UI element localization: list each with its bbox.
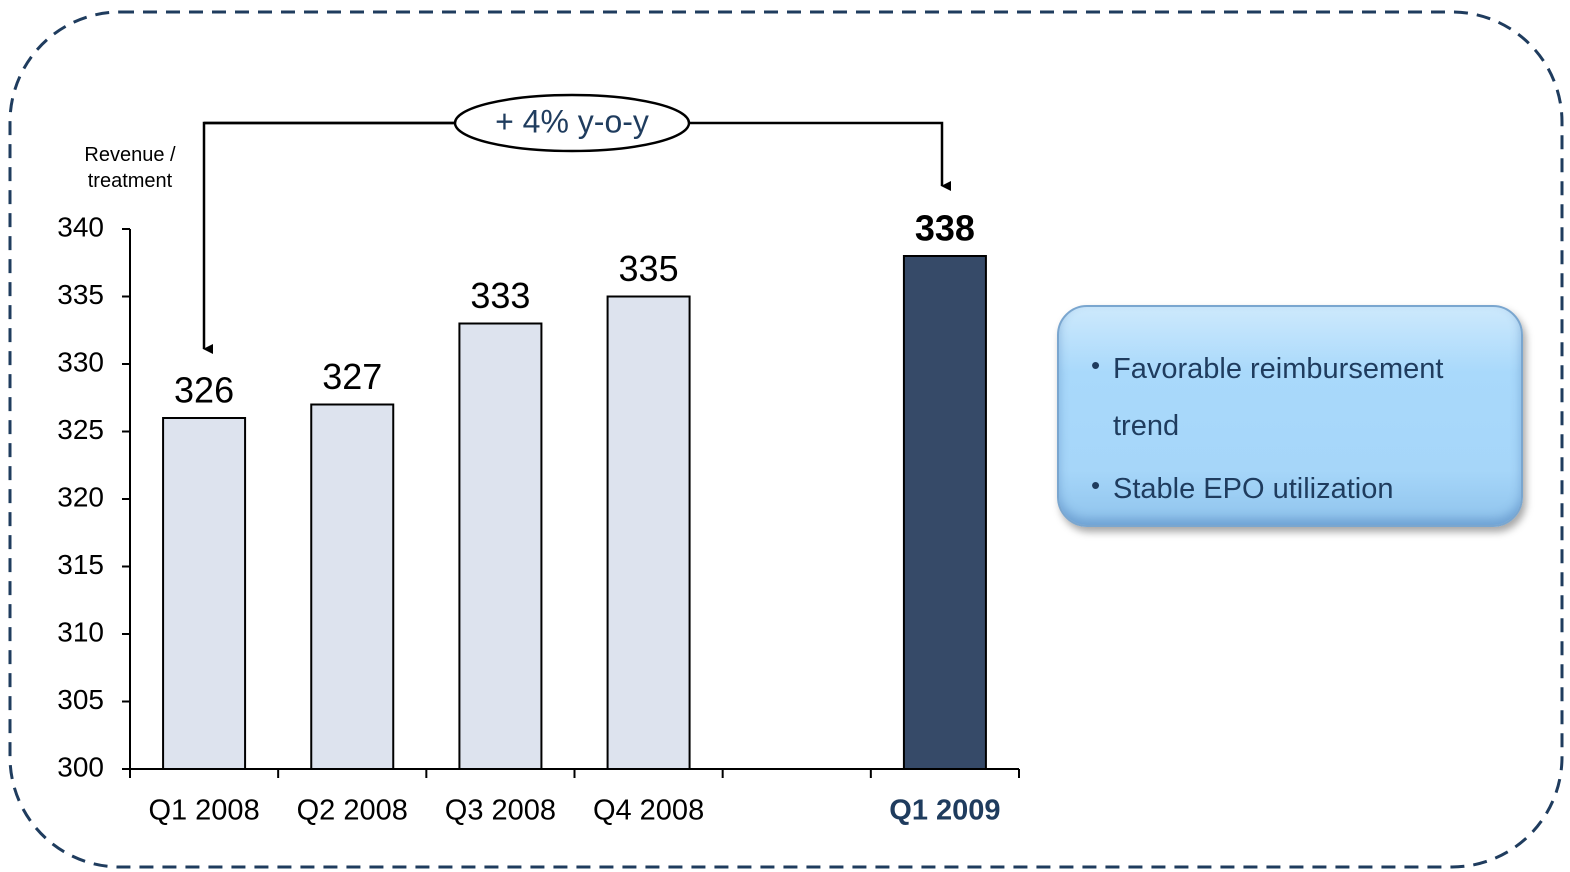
y-tick-label: 300	[57, 751, 104, 782]
y-tick-label: 305	[57, 684, 104, 715]
bar	[902, 255, 987, 770]
value-label: 327	[322, 356, 382, 397]
bullet-text: Favorable reimbursement trend	[1113, 353, 1444, 442]
y-tick-label: 310	[57, 616, 104, 647]
value-label: 338	[915, 208, 975, 249]
y-tick-label: 315	[57, 549, 104, 580]
y-tick-label: 320	[57, 481, 104, 512]
y-tick-label: 335	[57, 279, 104, 310]
annotation-ellipse	[453, 93, 691, 153]
x-tick-label: Q1 2008	[148, 795, 259, 827]
x-tick-label: Q2 2008	[297, 795, 408, 827]
y-axis-label: Revenue / treatment	[84, 144, 176, 192]
bullet: Favorable reimbursement trend	[1091, 337, 1501, 455]
annotation: + 4% y-o-y	[495, 103, 649, 139]
y-tick-label: 330	[57, 346, 104, 377]
value-label: 335	[619, 248, 679, 289]
y-tick-label: 325	[57, 414, 104, 445]
callout-box: Favorable reimbursement trend Stable EPO…	[1057, 305, 1523, 527]
growth-arrow-left	[202, 121, 455, 354]
bar	[458, 322, 543, 770]
value-label: 326	[174, 370, 234, 411]
bullet-list: Favorable reimbursement trend Stable EPO…	[1091, 337, 1501, 518]
bullet: Stable EPO utilization	[1091, 457, 1501, 518]
value-label: 333	[470, 275, 530, 316]
bar	[606, 295, 691, 770]
y-tick-label: 340	[57, 211, 104, 242]
bar	[310, 403, 395, 770]
bullet-text: Stable EPO utilization	[1113, 473, 1394, 505]
dashed-frame	[8, 10, 1564, 869]
x-tick-label: Q4 2008	[593, 795, 704, 827]
x-tick-label: Q1 2009	[889, 795, 1000, 827]
x-tick-label: Q3 2008	[445, 795, 556, 827]
bar	[162, 417, 247, 770]
